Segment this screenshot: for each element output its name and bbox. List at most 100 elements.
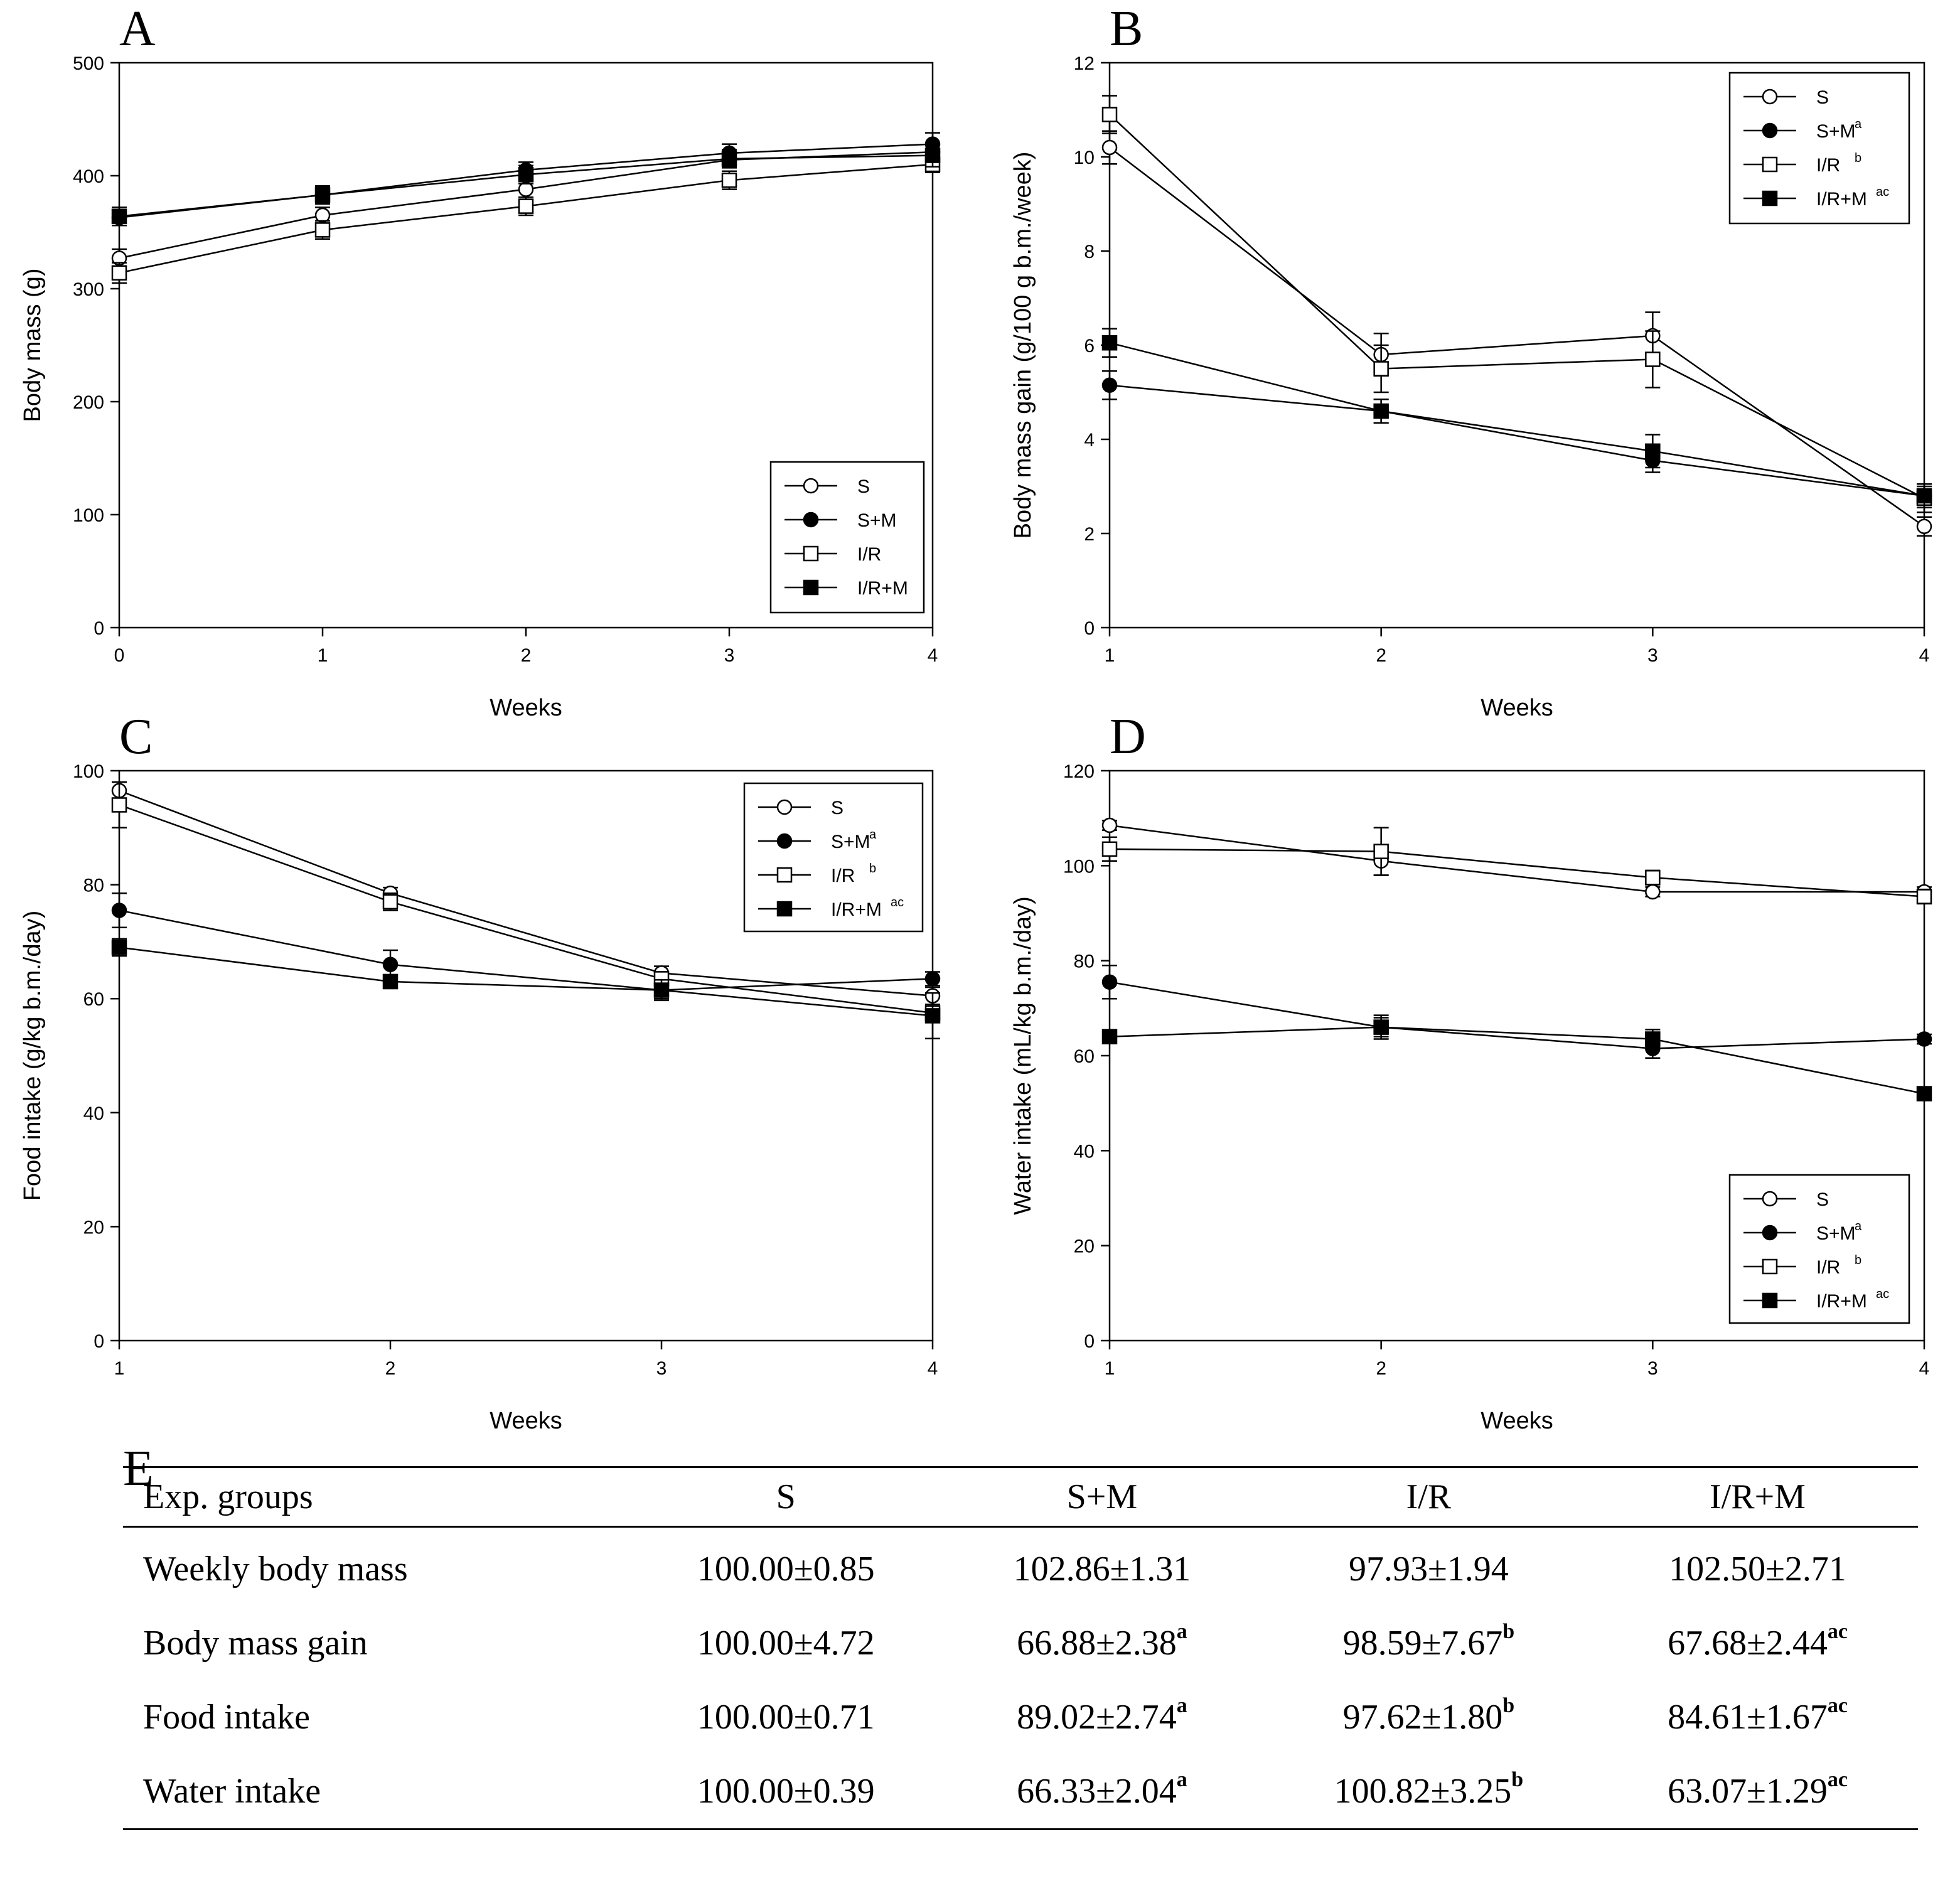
data-point [382,894,399,910]
data-point [1916,1086,1932,1101]
legend: S S+Ma I/R b I/R+M ac [1728,72,1910,225]
legend-superscript: a [1855,117,1862,131]
legend-marker [803,512,819,528]
table-cell: 97.62±1.80b [1342,1694,1515,1737]
x-tick-label: 3 [724,645,735,666]
series-line [119,909,933,991]
x-tick-label: 0 [114,645,125,666]
x-tick-label: 1 [1105,645,1115,666]
data-point [1101,107,1118,122]
data-point [1101,1029,1118,1044]
data-point [1101,377,1118,393]
data-point [721,172,737,188]
table-cell: 67.68±2.44ac [1668,1620,1848,1663]
legend-label: I/R [1816,155,1840,176]
data-point [924,971,941,987]
y-tick-label: 10 [1074,147,1095,168]
chart-panel-a: A 0 100 200 300 400 500 0 1 2 3 4 Weeks Body mass (g)… [19,1,941,721]
series-i-r-m [111,938,941,1040]
y-tick-label: 0 [1084,618,1095,639]
x-tick-label: 4 [1919,645,1930,666]
series-i-r-m [1101,1017,1932,1101]
legend-label: I/R [831,865,855,886]
x-tick-label: 2 [1376,1358,1386,1379]
x-axis-label: Weeks [490,1408,562,1434]
header-s-m: S+M [1066,1477,1138,1516]
legend-label: S [1816,1189,1829,1210]
series-i-r [111,156,941,284]
y-tick-label: 40 [83,1103,104,1124]
series-line [1109,848,1925,898]
data-point [1101,841,1118,857]
x-tick-label: 2 [521,645,532,666]
y-tick-label: 4 [1084,430,1095,451]
legend-label: I/R+M [857,578,908,599]
legend-label: I/R+M [1816,189,1867,210]
summary-table-wrapper: Exp. groups S S+M I/R I/R+M Weekly body … [123,1466,1918,1830]
x-tick-label: 1 [114,1358,125,1379]
legend-marker [1762,1258,1778,1275]
data-point [1101,335,1118,351]
y-tick-label: 0 [94,618,104,639]
data-point [1373,1019,1389,1035]
series-line [1109,1026,1925,1095]
x-axis-label: Weeks [1481,695,1553,721]
y-tick-label: 60 [1074,1046,1095,1067]
y-tick-label: 20 [83,1217,104,1238]
legend-label: I/R [1816,1257,1840,1278]
table-cell: 84.61±1.67ac [1668,1694,1848,1737]
x-tick-label: 4 [928,1358,938,1379]
legend-label: S [857,476,870,497]
y-tick-label: 2 [1084,524,1095,545]
header-exp-groups: Exp. groups [143,1477,313,1516]
y-tick-label: 0 [1084,1331,1095,1352]
x-tick-label: 2 [1376,645,1386,666]
data-point [382,973,399,990]
table-cell: 102.50±2.71 [1669,1550,1846,1589]
legend-marker [803,579,819,596]
legend-marker [1762,122,1778,139]
legend-marker [1762,88,1778,105]
table-cell: 102.86±1.31 [1013,1550,1191,1589]
y-tick-label: 80 [83,876,104,896]
y-axis-label: Water intake (mL/kg b.m./day) [1010,896,1036,1215]
x-tick-label: 1 [318,645,328,666]
plot-frame [118,769,934,1342]
y-tick-label: 200 [73,392,104,413]
series-s [1101,817,1932,900]
legend-label: S+M [1816,121,1856,142]
series-line [119,804,933,1014]
legend: S S+Ma I/R b I/R+M ac [1728,1174,1910,1324]
legend-marker [776,901,793,917]
data-point [1101,139,1118,156]
panel-label-b: B [1110,1,1143,56]
legend-marker [803,545,819,562]
x-tick-label: 1 [1105,1358,1115,1379]
legend-box [743,782,924,933]
data-point [1916,488,1932,504]
data-point [1645,870,1661,886]
data-point [1645,351,1661,367]
legend: S S+M I/R I/R+M [769,461,925,614]
legend-marker [776,867,793,883]
legend-marker [1762,1191,1778,1207]
legend-label: I/R [857,544,881,565]
data-point [1916,518,1932,534]
y-axis-label: Body mass (g) [19,269,46,422]
y-tick-label: 40 [1074,1141,1095,1162]
table-header-row: Exp. groups S S+M I/R I/R+M [123,1467,1918,1527]
series-line [1109,384,1925,497]
data-point [1373,361,1389,377]
series-line [1109,981,1925,1049]
x-axis-label: Weeks [490,695,562,721]
legend-superscript: a [869,828,877,842]
series-i-r-m [111,143,941,227]
table-cell: 100.00±0.71 [697,1698,875,1737]
data-point [314,187,331,203]
panel-label-c: C [119,709,153,764]
legend-superscript: b [1855,1253,1861,1267]
data-point [653,982,670,998]
x-tick-label: 3 [656,1358,667,1379]
series-line [1109,114,1925,499]
